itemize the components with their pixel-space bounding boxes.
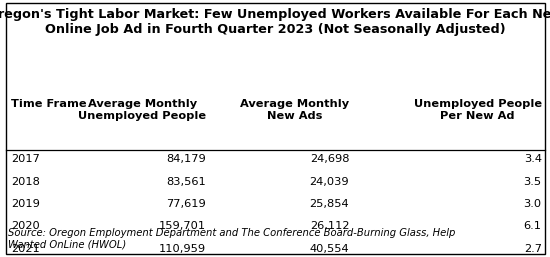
Text: 83,561: 83,561 [167,177,206,187]
Text: 159,701: 159,701 [159,221,206,231]
Text: 2018: 2018 [11,177,40,187]
Text: 84,179: 84,179 [167,154,206,164]
Text: Average Monthly
New Ads: Average Monthly New Ads [240,99,349,121]
Text: 3.0: 3.0 [524,199,542,209]
Text: 2021: 2021 [11,244,40,254]
Text: 25,854: 25,854 [310,199,349,209]
Text: 110,959: 110,959 [159,244,206,254]
Text: 2017: 2017 [11,154,40,164]
Text: 24,039: 24,039 [310,177,349,187]
Text: Oregon's Tight Labor Market: Few Unemployed Workers Available For Each New
Onlin: Oregon's Tight Labor Market: Few Unemplo… [0,8,550,36]
Text: 6.1: 6.1 [524,221,542,231]
Text: 40,554: 40,554 [310,244,349,254]
Text: 77,619: 77,619 [167,199,206,209]
Text: 24,698: 24,698 [310,154,349,164]
Text: 2020: 2020 [11,221,40,231]
Text: 3.4: 3.4 [524,154,542,164]
Text: Average Monthly
Unemployed People: Average Monthly Unemployed People [78,99,206,121]
Text: Source: Oregon Employment Department and The Conference Board-Burning Glass, Hel: Source: Oregon Employment Department and… [8,228,455,249]
Text: 2019: 2019 [11,199,40,209]
Text: 3.5: 3.5 [524,177,542,187]
Text: 26,112: 26,112 [310,221,349,231]
Text: Unemployed People
Per New Ad: Unemployed People Per New Ad [414,99,542,121]
Text: Time Frame: Time Frame [11,99,87,109]
Text: 2.7: 2.7 [524,244,542,254]
